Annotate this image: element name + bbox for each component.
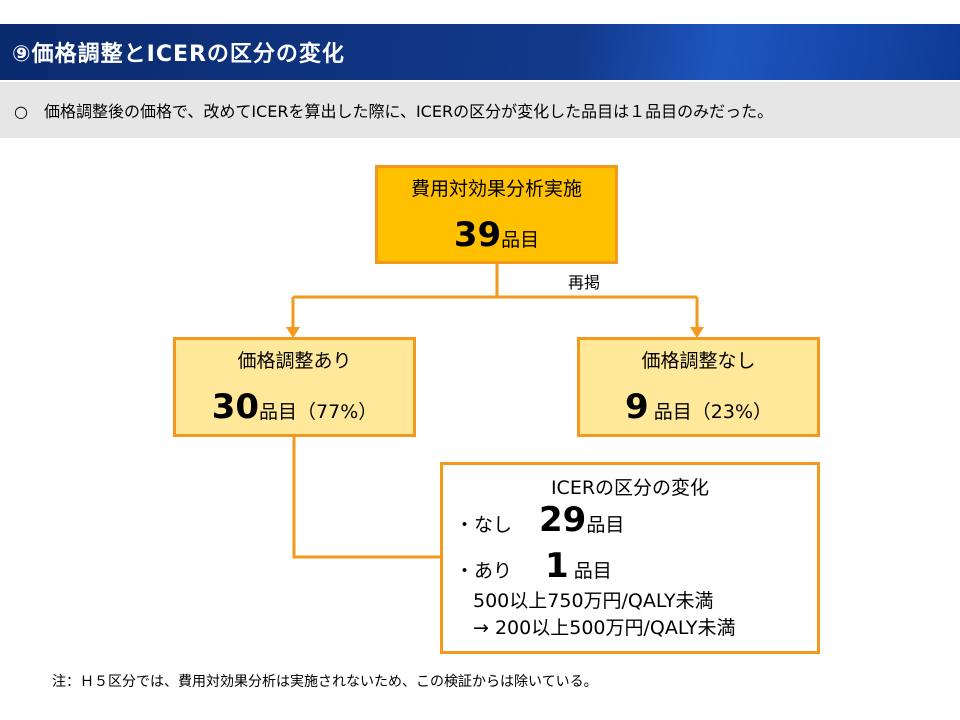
change-title: ICERの区分の変化 <box>550 477 710 499</box>
unadjusted-node: 価格調整なし 9 品目（23%） <box>577 337 820 437</box>
row-count: 29 <box>539 500 587 540</box>
node-share: （77%） <box>297 401 378 423</box>
detail: 500以上750万円/QALY未満 <box>473 590 714 612</box>
node-count: 30 <box>211 387 260 427</box>
edge-label: 再掲 <box>568 273 601 292</box>
row-label: ・あり <box>455 560 513 582</box>
node-unit: 品目 <box>501 229 540 251</box>
node-count: 39 <box>453 215 502 255</box>
node-unit: 品目 <box>259 401 298 423</box>
total-node: 費用対効果分析実施 39品目 <box>375 165 618 264</box>
node-unit: 品目 <box>653 401 692 423</box>
node-share: （23%） <box>691 401 772 423</box>
row-count: 1 <box>545 546 569 586</box>
change-box: ICERの区分の変化 ・なし 29品目 ・あり 1 品目 500以上750万円/QA… <box>440 462 820 654</box>
row-label: ・なし <box>455 514 513 536</box>
footnote: 注：Ｈ５区分では、費用対効果分析は実施されないため、この検証からは除いている。 <box>52 674 598 690</box>
detail: → 200以上500万円/QALY未満 <box>473 617 736 639</box>
row-unit: 品目 <box>586 514 625 536</box>
node-count: 9 <box>624 387 649 427</box>
adjusted-node: 価格調整あり 30品目（77%） <box>173 337 416 437</box>
slide-title: ⑨価格調整とICERの区分の変化 <box>12 42 345 67</box>
node-label: 費用対効果分析実施 <box>410 178 582 200</box>
summary: ○ 価格調整後の価格で、改めてICERを算出した際に、ICERの区分が変化した品… <box>14 102 774 121</box>
node-label: 価格調整あり <box>237 350 352 372</box>
header-band <box>0 24 960 80</box>
node-label: 価格調整なし <box>641 350 756 372</box>
summary-band <box>0 82 960 138</box>
row-unit: 品目 <box>573 560 612 582</box>
